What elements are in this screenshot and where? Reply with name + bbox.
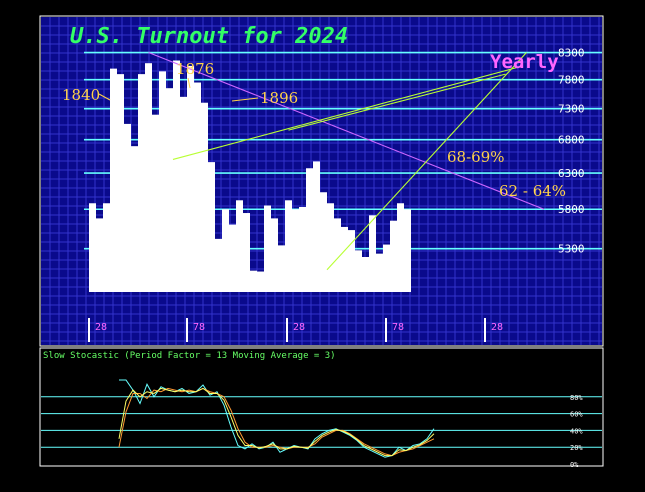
oscillator-y-label: 20% xyxy=(570,444,583,452)
turnout-bar xyxy=(285,200,292,292)
oscillator-y-label: 40% xyxy=(570,427,583,435)
y-tick-label: 5800 xyxy=(558,203,585,216)
turnout-bar xyxy=(89,203,96,292)
turnout-bar xyxy=(348,230,355,292)
annotation-label: 62 - 64% xyxy=(499,182,566,200)
oscillator-lines xyxy=(118,379,435,458)
oscillator-y-label: 60% xyxy=(570,411,583,419)
turnout-bar xyxy=(327,203,334,292)
annotation-leader xyxy=(98,93,111,101)
turnout-bar xyxy=(383,244,390,292)
x-tick-label: 28 xyxy=(95,322,107,333)
turnout-bar xyxy=(320,192,327,292)
trend-lines xyxy=(148,52,545,271)
main-panel-frame xyxy=(39,15,604,347)
x-axis-ticks: 28 78 28 78 28 xyxy=(88,318,503,342)
turnout-bar xyxy=(96,218,103,292)
uptrend-line xyxy=(288,73,506,131)
uptrend-line xyxy=(326,52,527,271)
turnout-bar xyxy=(292,209,299,292)
turnout-bars xyxy=(89,60,411,293)
turnout-bar xyxy=(201,102,208,292)
y-tick-label: 6800 xyxy=(558,134,585,147)
turnout-bar xyxy=(152,114,159,293)
turnout-bar xyxy=(355,250,362,292)
turnout-bar xyxy=(264,205,271,292)
turnout-bar xyxy=(103,203,110,292)
turnout-bar xyxy=(376,253,383,292)
turnout-bar xyxy=(208,162,215,292)
annotation-label: 1896 xyxy=(260,89,298,107)
turnout-bar xyxy=(306,168,313,292)
oscillator-line-mid xyxy=(118,387,435,457)
y-axis-labels: 5300 5800 6300 6800 7300 7800 8300 xyxy=(558,47,585,256)
x-tick-label: 28 xyxy=(293,322,305,333)
turnout-bar xyxy=(229,224,236,292)
turnout-bar xyxy=(166,88,173,292)
annotation-label: 1876 xyxy=(176,60,214,78)
turnout-bar xyxy=(194,82,201,292)
annotation-label: 68-69% xyxy=(447,148,505,166)
turnout-bar xyxy=(334,218,341,292)
chart-annotations: 1840 1876 1896 68-69% 62 - 64% xyxy=(62,60,566,200)
turnout-bar xyxy=(397,203,404,292)
oscillator-y-label: 80% xyxy=(570,394,583,402)
annotation-label: 1840 xyxy=(62,86,100,104)
x-tick-label: 78 xyxy=(193,322,205,333)
turnout-bar xyxy=(341,226,348,292)
turnout-bar xyxy=(173,60,180,292)
turnout-bar xyxy=(236,200,243,292)
turnout-bar xyxy=(110,68,117,292)
turnout-bar xyxy=(124,123,131,293)
turnout-bar xyxy=(180,96,187,292)
y-tick-label: 6300 xyxy=(558,167,585,180)
turnout-bar xyxy=(404,209,411,292)
oscillator-y-label: 0% xyxy=(570,461,579,469)
turnout-bar xyxy=(278,245,285,292)
downtrend-line xyxy=(148,52,545,210)
turnout-bar xyxy=(243,213,250,292)
turnout-bar xyxy=(271,218,278,292)
turnout-bar xyxy=(117,74,124,292)
x-tick-label: 28 xyxy=(491,322,503,333)
x-tick-label: 78 xyxy=(392,322,404,333)
y-tick-label: 7800 xyxy=(558,74,585,87)
y-tick-label: 8300 xyxy=(558,47,585,60)
turnout-bar xyxy=(257,271,264,292)
chart-title: U.S. Turnout for 2024 xyxy=(70,24,348,49)
turnout-bar xyxy=(138,74,145,292)
turnout-bar xyxy=(215,238,222,292)
annotation-leader xyxy=(231,97,259,102)
turnout-bar xyxy=(145,63,152,292)
y-tick-label: 5300 xyxy=(558,243,585,256)
annotation-leader xyxy=(187,77,191,89)
turnout-bar xyxy=(250,270,257,292)
y-tick-label: 7300 xyxy=(558,103,585,116)
period-label: Yearly xyxy=(490,51,559,73)
oscillator-level-lines xyxy=(41,396,602,448)
turnout-bar xyxy=(131,146,138,292)
turnout-bar xyxy=(369,215,376,292)
oscillator-y-labels: 80% 60% 40% 20% 0% xyxy=(570,394,583,469)
turnout-bar xyxy=(313,161,320,292)
turnout-bar xyxy=(299,206,306,292)
uptrend-line xyxy=(172,65,524,160)
turnout-bar xyxy=(187,65,194,292)
turnout-bar xyxy=(159,71,166,292)
oscillator-title: Slow Stocastic (Period Factor = 13 Movin… xyxy=(43,351,336,361)
turnout-bar xyxy=(222,209,229,292)
turnout-bar xyxy=(390,220,397,292)
oscillator-panel-frame xyxy=(39,347,604,467)
turnout-bar xyxy=(362,256,369,292)
